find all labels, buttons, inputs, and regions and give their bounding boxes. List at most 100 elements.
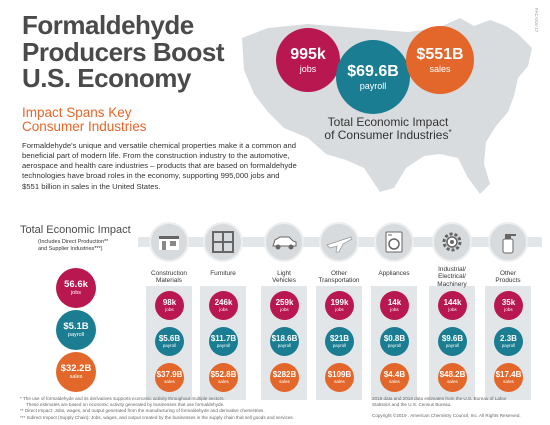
- title-line: U.S. Economy: [22, 63, 191, 94]
- industry-jobs-value: 144k: [443, 297, 462, 307]
- industry-payroll-bubble: 2.3B payroll: [494, 327, 523, 356]
- total-jobs-value: 995k: [290, 45, 326, 63]
- industry-label-other-products: Other Products: [475, 270, 541, 285]
- industry-label-line: Vehicles: [272, 277, 296, 285]
- industry-label-industrial: Industrial/ Electrical/ Machinery: [419, 266, 485, 288]
- copyright: Copyright ©2019 . American Chemistry Cou…: [372, 413, 521, 419]
- industry-payroll-bubble: $21B payroll: [325, 327, 354, 356]
- industry-sales-bubble: $4.4B sales: [380, 363, 409, 392]
- industry-payroll-bubble: $0.8B payroll: [380, 327, 409, 356]
- footnote: * The use of formaldehyde and its deriva…: [20, 396, 225, 401]
- impact-payroll-label: payroll: [67, 331, 85, 338]
- industry-sales-value: $282B: [272, 369, 297, 379]
- industry-sales-label: sales: [447, 378, 458, 384]
- industry-payroll-value: $0.8B: [383, 333, 406, 343]
- industry-payroll-bubble: $5.6B payroll: [155, 327, 184, 356]
- total-sales-value: $551B: [416, 45, 464, 63]
- industry-payroll-label: payroll: [277, 342, 292, 348]
- source-line: 2018 data and 2018 data estimates from t…: [372, 396, 507, 401]
- industry-jobs-bubble: 144k jobs: [438, 291, 467, 320]
- industry-jobs-value: 14k: [387, 297, 402, 307]
- title-line: Producers Boost: [22, 36, 225, 67]
- total-sales-bubble: $551B sales: [406, 26, 474, 94]
- industry-jobs-bubble: 14k jobs: [380, 291, 409, 320]
- footnote: ** Direct Impact: Jobs, wages, and outpu…: [20, 408, 265, 414]
- intro-paragraph: Formaldehyde's unique and versatile chem…: [22, 141, 297, 191]
- source-note: 2018 data and 2018 data estimates from t…: [372, 396, 544, 420]
- industry-jobs-bubble: 199k jobs: [325, 291, 354, 320]
- industry-payroll-label: payroll: [501, 342, 516, 348]
- footnote: *** Indirect Impact (Supply Chain): Jobs…: [20, 414, 294, 420]
- industry-label-line: Furniture: [210, 270, 236, 277]
- industry-label-furniture: Furniture: [190, 270, 256, 277]
- industry-jobs-label: jobs: [280, 306, 289, 312]
- industry-jobs-label: jobs: [165, 306, 174, 312]
- industry-sales-bubble: $48.2B sales: [438, 363, 467, 392]
- industry-label-line: Machinery: [437, 280, 467, 288]
- document-code: FAC-016-17: [534, 8, 539, 33]
- industry-sales-bubble: $282B sales: [270, 363, 299, 392]
- totals-caption-line2-text: of Consumer Industries: [324, 128, 449, 143]
- industry-label-line: Other: [500, 270, 516, 277]
- industry-jobs-label: jobs: [390, 306, 399, 312]
- industry-payroll-bubble: $18.6B payroll: [270, 327, 299, 356]
- impact-jobs-value: 56.6k: [64, 279, 88, 290]
- industry-jobs-label: jobs: [448, 306, 457, 312]
- total-payroll-label: payroll: [359, 80, 387, 91]
- industry-payroll-label: payroll: [445, 342, 460, 348]
- industry-label-line: Light: [277, 270, 291, 277]
- industry-label-line: Transportation: [318, 277, 360, 285]
- totals-caption-line: Total Economic Impact: [327, 115, 449, 129]
- building-icon: [149, 222, 189, 262]
- impact-title: Total Economic Impact: [20, 224, 131, 236]
- industry-sales-bubble: $17.4B sales: [494, 363, 523, 392]
- industry-payroll-value: $21B: [329, 333, 350, 343]
- impact-sales-label: sales: [69, 373, 83, 380]
- totals-caption-line: of Consumer Industries*: [298, 128, 478, 143]
- industry-label-line: Materials: [156, 277, 182, 285]
- impact-payroll-value: $5.1B: [63, 321, 89, 332]
- industry-label-construction: Construction Materials: [136, 270, 202, 285]
- industry-jobs-value: 35k: [501, 297, 516, 307]
- industry-sales-label: sales: [164, 378, 175, 384]
- airplane-icon: [319, 222, 359, 262]
- industry-jobs-bubble: 35k jobs: [494, 291, 523, 320]
- industry-payroll-value: $9.6B: [441, 333, 464, 343]
- industry-label-light-vehicles: Light Vehicles: [251, 270, 317, 285]
- industry-payroll-label: payroll: [216, 342, 231, 348]
- industry-label-other-transportation: Other Transportation: [306, 270, 372, 285]
- total-jobs-label: jobs: [299, 63, 317, 74]
- industry-label-line: Construction: [151, 270, 187, 277]
- industry-sales-label: sales: [334, 378, 345, 384]
- total-payroll-bubble: $69.6B payroll: [336, 40, 410, 114]
- source-line: Statistics and the U.S. Census Bureau.: [372, 402, 452, 408]
- totals-caption: Total Economic Impact of Consumer Indust…: [298, 115, 478, 143]
- impact-payroll-bubble: $5.1B payroll: [56, 310, 96, 350]
- total-payroll-value: $69.6B: [347, 62, 399, 80]
- industry-sales-label: sales: [503, 378, 514, 384]
- industry-sales-bubble: $109B sales: [325, 363, 354, 392]
- spray-bottle-icon: [488, 222, 528, 262]
- page-title: Formaldehyde Producers Boost U.S. Econom…: [22, 12, 225, 94]
- industry-label-line: Electrical/: [438, 273, 466, 281]
- totals-caption-mark: *: [448, 128, 452, 138]
- industry-sales-label: sales: [218, 378, 229, 384]
- subtitle-line: Consumer Industries: [22, 119, 147, 135]
- car-icon: [264, 222, 304, 262]
- industry-sales-bubble: $37.9B sales: [155, 363, 184, 392]
- footnotes: * The use of formaldehyde and its deriva…: [20, 396, 360, 421]
- shelf-icon: [203, 222, 243, 262]
- page-subtitle: Impact Spans Key Consumer Industries: [22, 105, 147, 135]
- industry-payroll-bubble: $9.6B payroll: [438, 327, 467, 356]
- industry-label-line: Products: [495, 277, 521, 285]
- industry-jobs-value: 98k: [162, 297, 177, 307]
- industry-jobs-value: 246k: [214, 297, 233, 307]
- industry-sales-value: $17.4B: [495, 369, 522, 379]
- industry-label-appliances: Appliances: [361, 270, 427, 277]
- industry-sales-value: $52.8B: [210, 369, 237, 379]
- industry-sales-label: sales: [389, 378, 400, 384]
- total-jobs-bubble: 995k jobs: [276, 28, 340, 92]
- industry-sales-value: $37.9B: [156, 369, 183, 379]
- impact-jobs-bubble: 56.6k jobs: [56, 268, 96, 308]
- impact-subtitle: (Includes Direct Production** and Suppli…: [38, 239, 108, 253]
